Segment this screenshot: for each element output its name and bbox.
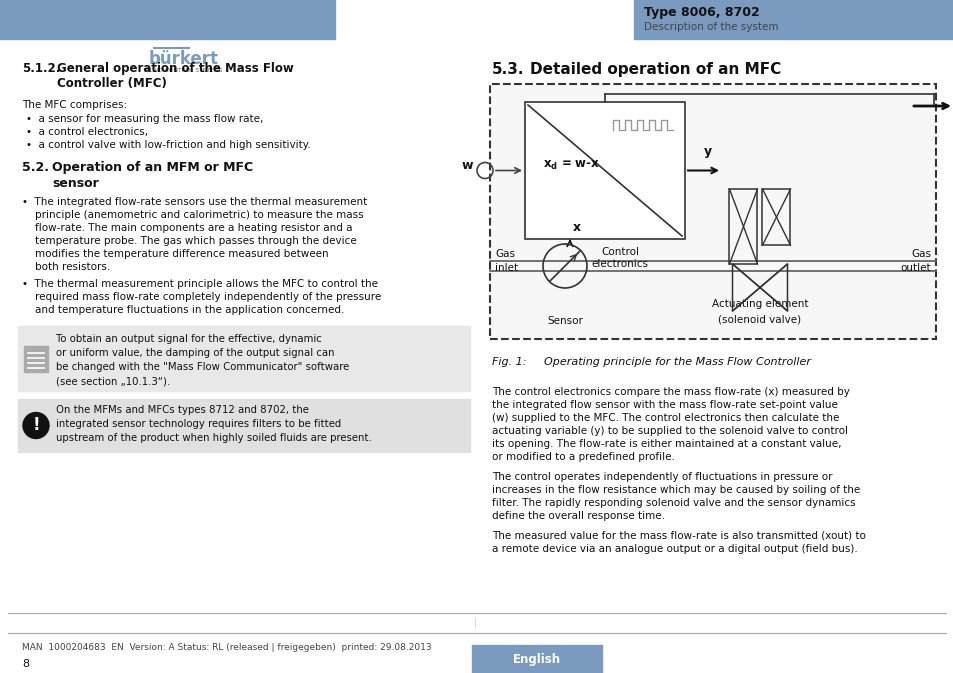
Bar: [729, 189, 757, 264]
Text: outlet: outlet: [900, 263, 930, 273]
Circle shape: [23, 413, 49, 439]
Text: The MFC comprises:: The MFC comprises:: [22, 100, 127, 110]
Bar: [472, 645, 601, 673]
Text: required mass flow-rate completely independently of the pressure: required mass flow-rate completely indep…: [22, 292, 381, 302]
Text: Gas: Gas: [910, 249, 930, 259]
Bar: [761, 189, 790, 245]
Text: define the overall response time.: define the overall response time.: [492, 511, 664, 521]
Text: modifies the temperature difference measured between: modifies the temperature difference meas…: [22, 249, 328, 259]
Text: actuating variable (y) to be supplied to the solenoid valve to control: actuating variable (y) to be supplied to…: [492, 426, 847, 436]
Text: General operation of the Mass Flow: General operation of the Mass Flow: [57, 62, 294, 75]
Text: Gas: Gas: [495, 249, 515, 259]
Text: temperature probe. The gas which passes through the device: temperature probe. The gas which passes …: [22, 236, 356, 246]
Text: •  The integrated flow-rate sensors use the thermal measurement: • The integrated flow-rate sensors use t…: [22, 197, 367, 207]
Text: Sensor: Sensor: [546, 316, 582, 326]
Bar: [490, 84, 935, 339]
Text: 8: 8: [22, 659, 30, 669]
Text: inlet: inlet: [495, 263, 517, 273]
Text: To obtain an output signal for the effective, dynamic
or uniform value, the damp: To obtain an output signal for the effec…: [56, 334, 349, 386]
Text: •  a sensor for measuring the mass flow rate,: • a sensor for measuring the mass flow r…: [26, 114, 263, 124]
Text: •  a control electronics,: • a control electronics,: [26, 127, 148, 137]
Text: flow-rate. The main components are a heating resistor and a: flow-rate. The main components are a hea…: [22, 223, 352, 233]
Text: both resistors.: both resistors.: [22, 262, 111, 272]
Text: bürkert: bürkert: [149, 50, 219, 68]
Text: y: y: [702, 145, 711, 159]
Bar: [18, 399, 470, 452]
Text: w: w: [460, 159, 473, 172]
Text: The control operates independently of fluctuations in pressure or: The control operates independently of fl…: [492, 472, 832, 482]
Text: 5.2.: 5.2.: [22, 161, 49, 174]
Bar: [0, 0, 335, 39]
Bar: [18, 326, 470, 391]
Text: (w) supplied to the MFC. The control electronics then calculate the: (w) supplied to the MFC. The control ele…: [492, 413, 839, 423]
Text: increases in the flow resistance which may be caused by soiling of the: increases in the flow resistance which m…: [492, 485, 860, 495]
Text: The control electronics compare the mass flow-rate (x) measured by: The control electronics compare the mass…: [492, 387, 849, 397]
Text: MAN  1000204683  EN  Version: A Status: RL (released | freigegeben)  printed: 29: MAN 1000204683 EN Version: A Status: RL …: [22, 643, 431, 652]
Text: principle (anemometric and calorimetric) to measure the mass: principle (anemometric and calorimetric)…: [22, 210, 363, 220]
Bar: [524, 102, 684, 239]
Text: Detailed operation of an MFC: Detailed operation of an MFC: [530, 62, 781, 77]
Text: Control
electronics: Control electronics: [591, 247, 648, 269]
Text: Fig. 1:     Operating principle for the Mass Flow Controller: Fig. 1: Operating principle for the Mass…: [492, 357, 810, 367]
Text: the integrated flow sensor with the mass flow-rate set-point value: the integrated flow sensor with the mass…: [492, 400, 837, 410]
Text: and temperature fluctuations in the application concerned.: and temperature fluctuations in the appl…: [22, 305, 344, 315]
Text: •  a control valve with low-friction and high sensitivity.: • a control valve with low-friction and …: [26, 140, 311, 150]
Text: Actuating element: Actuating element: [711, 299, 807, 309]
Text: or modified to a predefined profile.: or modified to a predefined profile.: [492, 452, 674, 462]
Text: Operation of an MFM or MFC: Operation of an MFM or MFC: [52, 161, 253, 174]
Text: English: English: [513, 653, 560, 666]
Text: !: !: [32, 417, 40, 435]
Text: •  The thermal measurement principle allows the MFC to control the: • The thermal measurement principle allo…: [22, 279, 377, 289]
Text: The measured value for the mass flow-rate is also transmitted (xout) to: The measured value for the mass flow-rat…: [492, 531, 865, 541]
Text: its opening. The flow-rate is either maintained at a constant value,: its opening. The flow-rate is either mai…: [492, 439, 841, 449]
Text: x: x: [573, 221, 580, 234]
Text: Controller (MFC): Controller (MFC): [57, 77, 167, 90]
Text: 5.1.2.: 5.1.2.: [22, 62, 60, 75]
Text: filter. The rapidly responding solenoid valve and the sensor dynamics: filter. The rapidly responding solenoid …: [492, 498, 855, 508]
Text: FLUID CONTROL SYSTEMS: FLUID CONTROL SYSTEMS: [146, 69, 222, 73]
Text: a remote device via an analogue output or a digital output (field bus).: a remote device via an analogue output o…: [492, 544, 857, 554]
Bar: [634, 0, 952, 39]
Text: On the MFMs and MFCs types 8712 and 8702, the
integrated sensor technology requi: On the MFMs and MFCs types 8712 and 8702…: [56, 405, 372, 443]
Text: Type 8006, 8702: Type 8006, 8702: [643, 6, 759, 19]
Text: $\mathbf{x_d}$ = w-x: $\mathbf{x_d}$ = w-x: [542, 159, 599, 172]
Text: 5.3.: 5.3.: [492, 62, 524, 77]
Text: sensor: sensor: [52, 177, 99, 190]
Text: (solenoid valve): (solenoid valve): [718, 314, 801, 324]
Text: Description of the system: Description of the system: [643, 22, 778, 32]
Bar: [24, 345, 48, 371]
